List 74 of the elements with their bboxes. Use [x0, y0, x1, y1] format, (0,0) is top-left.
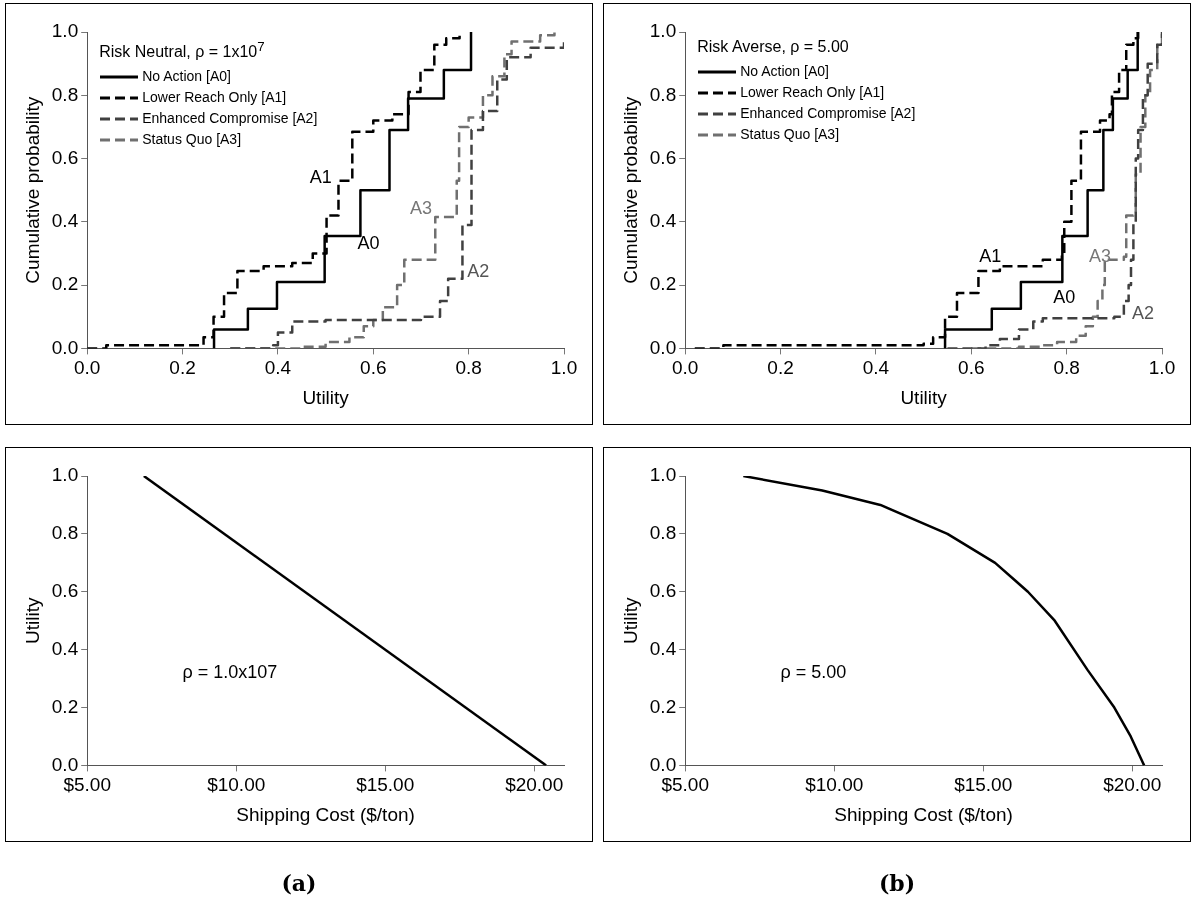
- x-tick-label: $10.00: [207, 774, 266, 796]
- x-axis-title: Shipping Cost ($/ton): [834, 803, 1013, 825]
- legend-label: Enhanced Compromise [A2]: [142, 109, 318, 129]
- x-tick-label: $10.00: [805, 774, 864, 796]
- annotation: A1: [309, 166, 332, 187]
- y-axis-title: Cumulative probability: [619, 96, 641, 284]
- x-axis-title: Utility: [302, 386, 350, 408]
- y-tick-label: 0.4: [51, 637, 79, 659]
- annotation: A3: [409, 198, 432, 219]
- legend-label: No Action [A0]: [740, 62, 829, 81]
- y-tick-label: 0.6: [51, 146, 79, 168]
- x-tick-label: 1.0: [1148, 357, 1176, 379]
- text: (a): [280, 870, 318, 896]
- x-tick-label: 0.4: [862, 357, 890, 379]
- x-tick-label: 0.6: [958, 357, 985, 379]
- annotation: A2: [467, 261, 490, 282]
- x-tick-label: 0.8: [1053, 357, 1080, 379]
- y-axis-title: Utility: [21, 596, 43, 644]
- annotation: A0: [357, 232, 380, 253]
- y-tick-label: 0.2: [51, 695, 79, 717]
- x-tick-label: 1.0: [550, 357, 578, 379]
- y-tick-label: 0.8: [649, 522, 677, 544]
- x-tick-label: 0.0: [672, 357, 699, 379]
- y-tick-label: 0.4: [649, 637, 677, 659]
- x-tick-label: 0.0: [74, 357, 101, 379]
- y-tick-label: 0.2: [649, 695, 677, 717]
- x-tick-label: $20.00: [1103, 774, 1162, 796]
- x-axis-title: Utility: [900, 386, 948, 408]
- x-tick-label: 0.4: [264, 357, 292, 379]
- y-tick-label: 0.6: [649, 146, 677, 168]
- annotation: ρ = 5.00: [780, 661, 847, 682]
- y-tick-label: 0.8: [51, 83, 79, 105]
- x-tick-label: 0.8: [455, 357, 482, 379]
- legend-label: Lower Reach Only [A1]: [142, 88, 287, 108]
- y-tick-label: 0.0: [649, 336, 677, 358]
- annotation: A2: [1131, 302, 1154, 323]
- y-tick-label: 0.8: [51, 522, 79, 544]
- y-tick-label: 0.2: [649, 273, 677, 295]
- x-tick-label: $15.00: [954, 774, 1013, 796]
- y-tick-label: 0.6: [51, 579, 79, 601]
- annotation: A1: [979, 245, 1002, 266]
- legend-label: Enhanced Compromise [A2]: [740, 104, 916, 123]
- y-tick-label: 1.0: [51, 464, 79, 486]
- legend-label: No Action [A0]: [142, 67, 231, 87]
- y-axis-title: Cumulative probability: [21, 96, 43, 284]
- y-axis-title: Utility: [619, 596, 641, 644]
- legend-label: Status Quo [A3]: [142, 130, 242, 150]
- legend-label: Status Quo [A3]: [740, 125, 840, 144]
- y-tick-label: 1.0: [51, 20, 79, 42]
- x-tick-label: 0.2: [169, 357, 196, 379]
- annotation: A3: [1089, 245, 1112, 266]
- y-tick-label: 1.0: [649, 464, 677, 486]
- x-tick-label: 0.2: [767, 357, 794, 379]
- y-tick-label: 1.0: [649, 20, 677, 42]
- y-tick-label: 0.0: [649, 753, 677, 775]
- legend-label: Lower Reach Only [A1]: [740, 83, 885, 102]
- x-tick-label: $20.00: [505, 774, 564, 796]
- x-tick-label: $5.00: [661, 774, 709, 796]
- legend-title: Risk Neutral, ρ = 1x10$^{7}$: [99, 38, 266, 63]
- y-tick-label: 0.0: [51, 336, 79, 358]
- text: (b): [877, 870, 917, 896]
- x-axis-title: Shipping Cost ($/ton): [236, 803, 415, 825]
- x-tick-label: 0.6: [360, 357, 387, 379]
- y-tick-label: 0.8: [649, 83, 677, 105]
- y-tick-label: 0.6: [649, 579, 677, 601]
- y-tick-label: 0.0: [51, 753, 79, 775]
- annotation: ρ = 1.0x107: [182, 661, 278, 682]
- legend-title: Risk Averse, ρ = 5.00: [697, 37, 850, 57]
- y-tick-label: 0.4: [649, 210, 677, 232]
- y-tick-label: 0.4: [51, 210, 79, 232]
- annotation: A0: [1053, 286, 1076, 307]
- x-tick-label: $15.00: [356, 774, 415, 796]
- x-tick-label: $5.00: [63, 774, 111, 796]
- y-tick-label: 0.2: [51, 273, 79, 295]
